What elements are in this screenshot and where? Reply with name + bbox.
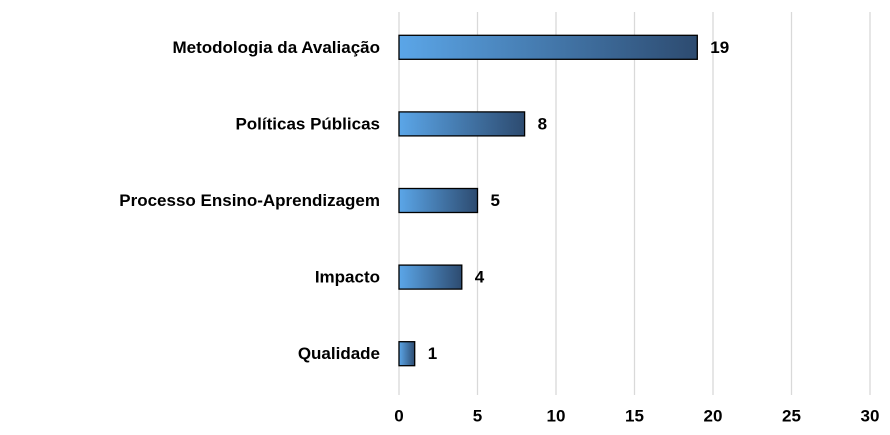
x-tick-label: 25 [782, 406, 801, 425]
x-tick-label: 20 [704, 406, 723, 425]
data-label: 8 [538, 114, 547, 133]
bar [398, 111, 526, 137]
data-label: 5 [491, 191, 500, 210]
y-tick-label: Impacto [315, 268, 380, 287]
bar [398, 341, 416, 367]
x-tick-label: 10 [547, 406, 566, 425]
y-tick-label: Qualidade [298, 344, 380, 363]
x-tick-label: 15 [625, 406, 644, 425]
bar [398, 34, 698, 60]
data-label: 1 [428, 344, 437, 363]
x-tick-label: 0 [394, 406, 403, 425]
y-tick-label: Políticas Públicas [235, 114, 380, 133]
bar [398, 187, 479, 214]
y-tick-label: Metodologia da Avaliação [172, 38, 380, 57]
data-label: 4 [475, 268, 485, 287]
x-tick-label: 30 [861, 406, 880, 425]
y-tick-label: Processo Ensino-Aprendizagem [119, 191, 380, 210]
data-label: 19 [710, 38, 729, 57]
x-tick-label: 5 [473, 406, 482, 425]
bar [398, 264, 463, 290]
